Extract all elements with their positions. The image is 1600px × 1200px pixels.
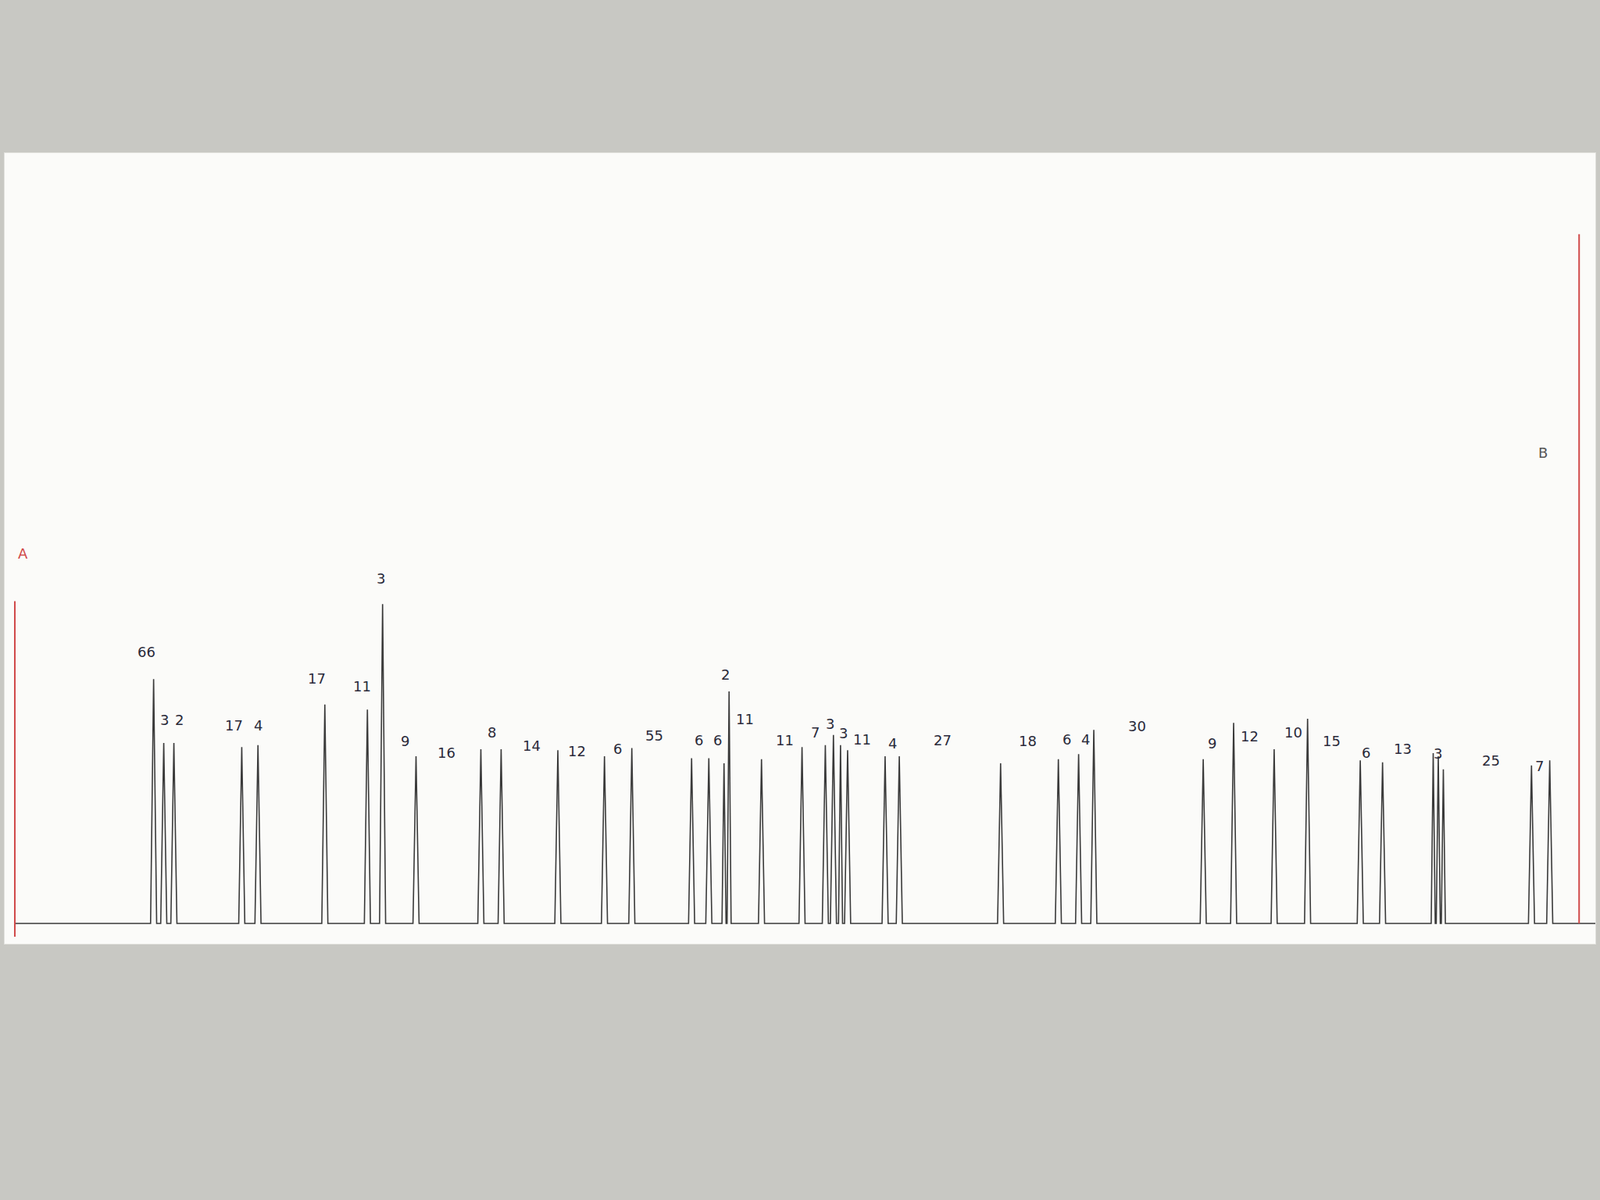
svg-text:14: 14 xyxy=(522,737,541,754)
svg-text:A: A xyxy=(17,545,29,562)
svg-text:12: 12 xyxy=(1240,728,1259,745)
svg-text:6: 6 xyxy=(613,740,622,758)
svg-text:30: 30 xyxy=(1128,717,1147,735)
svg-text:27: 27 xyxy=(933,732,952,749)
svg-text:3: 3 xyxy=(825,715,835,733)
svg-text:15: 15 xyxy=(1322,732,1341,750)
svg-text:4: 4 xyxy=(1081,731,1090,748)
svg-text:8: 8 xyxy=(487,724,497,741)
svg-text:9: 9 xyxy=(400,732,410,750)
svg-text:9: 9 xyxy=(1207,735,1217,752)
svg-text:3: 3 xyxy=(376,570,386,587)
svg-text:7: 7 xyxy=(810,724,820,741)
svg-text:17: 17 xyxy=(307,670,326,687)
svg-text:2: 2 xyxy=(175,711,184,729)
svg-text:6: 6 xyxy=(1062,731,1072,748)
svg-text:25: 25 xyxy=(1482,752,1500,769)
svg-text:11: 11 xyxy=(735,710,754,728)
svg-text:7: 7 xyxy=(1535,757,1544,775)
svg-text:11: 11 xyxy=(853,731,872,748)
svg-text:6: 6 xyxy=(713,732,722,749)
svg-text:12: 12 xyxy=(567,742,586,760)
svg-text:6: 6 xyxy=(1361,744,1371,761)
svg-text:6: 6 xyxy=(694,732,704,749)
svg-text:66: 66 xyxy=(137,643,156,661)
svg-text:11: 11 xyxy=(775,732,794,749)
svg-text:3: 3 xyxy=(1433,745,1443,762)
svg-text:13: 13 xyxy=(1393,740,1412,758)
svg-text:2: 2 xyxy=(721,666,730,683)
svg-text:B: B xyxy=(1538,444,1548,461)
svg-text:4: 4 xyxy=(253,717,263,734)
svg-text:11: 11 xyxy=(353,678,372,695)
svg-text:10: 10 xyxy=(1284,724,1303,741)
svg-text:18: 18 xyxy=(1018,732,1037,750)
svg-text:55: 55 xyxy=(645,727,664,744)
svg-text:4: 4 xyxy=(888,735,897,752)
svg-text:3: 3 xyxy=(839,725,848,742)
svg-text:17: 17 xyxy=(225,717,243,734)
svg-text:3: 3 xyxy=(160,711,169,729)
svg-text:16: 16 xyxy=(437,744,456,761)
